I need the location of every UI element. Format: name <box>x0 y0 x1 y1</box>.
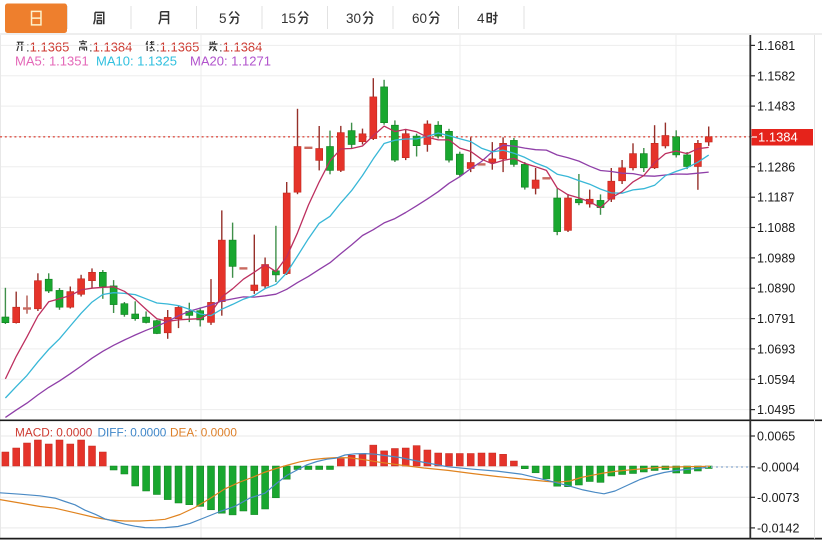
svg-text:1.1384: 1.1384 <box>758 130 798 145</box>
svg-text::1.1365: :1.1365 <box>156 40 199 55</box>
svg-text:0.0065: 0.0065 <box>757 430 795 444</box>
svg-text:1.1286: 1.1286 <box>757 160 795 174</box>
svg-text:1.0594: 1.0594 <box>757 373 795 387</box>
svg-text:1.0791: 1.0791 <box>757 312 795 326</box>
svg-text:1.0495: 1.0495 <box>757 403 795 417</box>
svg-text::1.1384: :1.1384 <box>219 40 262 55</box>
svg-text:1.1483: 1.1483 <box>757 100 795 114</box>
svg-text:1.1681: 1.1681 <box>757 39 795 53</box>
svg-text:5: 5 <box>219 11 227 26</box>
svg-text:1.1187: 1.1187 <box>757 191 794 205</box>
svg-text:MACD: 0.0000: MACD: 0.0000 <box>15 426 93 440</box>
svg-text:1.0693: 1.0693 <box>757 342 795 356</box>
svg-text:-0.0004: -0.0004 <box>757 460 799 474</box>
svg-text:15: 15 <box>281 11 296 26</box>
svg-text:60: 60 <box>412 11 427 26</box>
svg-text:-0.0073: -0.0073 <box>757 491 799 505</box>
svg-text:MA10: 1.1325: MA10: 1.1325 <box>96 54 177 69</box>
svg-text:DIFF: 0.0000: DIFF: 0.0000 <box>98 426 167 440</box>
svg-text:MA5: 1.1351: MA5: 1.1351 <box>15 54 89 69</box>
svg-text::1.1365: :1.1365 <box>26 40 69 55</box>
svg-text:30: 30 <box>346 11 361 26</box>
svg-text::1.1384: :1.1384 <box>89 40 132 55</box>
svg-text:4: 4 <box>477 11 485 26</box>
svg-text:1.0890: 1.0890 <box>757 282 795 296</box>
svg-text:MA20: 1.1271: MA20: 1.1271 <box>190 54 271 69</box>
svg-text:-0.0142: -0.0142 <box>757 521 799 535</box>
svg-text:1.0989: 1.0989 <box>757 251 795 265</box>
svg-text:1.1088: 1.1088 <box>757 221 795 235</box>
svg-text:DEA: 0.0000: DEA: 0.0000 <box>170 426 237 440</box>
svg-text:1.1582: 1.1582 <box>757 69 795 83</box>
